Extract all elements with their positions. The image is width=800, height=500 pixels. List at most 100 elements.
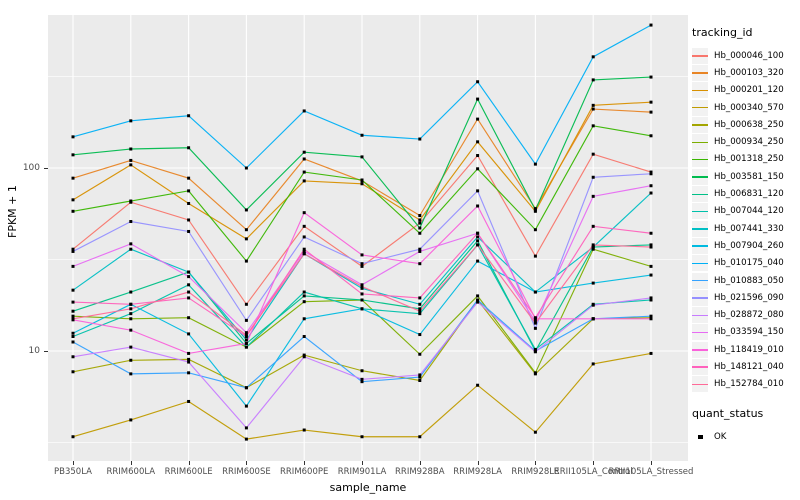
data-point-marker[interactable] <box>649 296 653 300</box>
legend-item-Hb_006831_120[interactable]: Hb_006831_120 <box>692 185 800 203</box>
data-point-marker[interactable] <box>244 331 248 335</box>
data-point-marker[interactable] <box>360 264 364 268</box>
data-point-marker[interactable] <box>302 247 306 251</box>
data-point-marker[interactable] <box>244 338 248 342</box>
data-point-marker[interactable] <box>129 345 133 349</box>
legend-item-Hb_010883_050[interactable]: Hb_010883_050 <box>692 272 800 289</box>
data-point-marker[interactable] <box>476 231 480 235</box>
data-point-marker[interactable] <box>302 179 306 183</box>
data-point-marker[interactable] <box>360 307 364 311</box>
data-point-marker[interactable] <box>129 247 133 251</box>
data-point-marker[interactable] <box>533 430 537 434</box>
data-point-marker[interactable] <box>244 386 248 390</box>
data-point-marker[interactable] <box>187 229 191 233</box>
data-point-marker[interactable] <box>129 372 133 376</box>
data-point-marker[interactable] <box>476 239 480 243</box>
data-point-marker[interactable] <box>187 316 191 320</box>
data-point-marker[interactable] <box>591 175 595 179</box>
data-point-marker[interactable] <box>533 316 537 320</box>
data-point-marker[interactable] <box>418 435 422 439</box>
data-point-marker[interactable] <box>476 300 480 304</box>
data-point-marker[interactable] <box>302 249 306 253</box>
data-point-marker[interactable] <box>360 435 364 439</box>
data-point-marker[interactable] <box>302 252 306 256</box>
data-point-marker[interactable] <box>591 303 595 307</box>
data-point-marker[interactable] <box>302 235 306 239</box>
data-point-marker[interactable] <box>244 404 248 408</box>
data-point-marker[interactable] <box>360 380 364 384</box>
data-point-marker[interactable] <box>476 189 480 193</box>
data-point-marker[interactable] <box>71 355 75 359</box>
data-point-marker[interactable] <box>418 309 422 313</box>
data-point-marker[interactable] <box>71 153 75 157</box>
data-point-marker[interactable] <box>418 231 422 235</box>
legend-item-Hb_007904_260[interactable]: Hb_007904_260 <box>692 237 800 254</box>
data-point-marker[interactable] <box>187 201 191 205</box>
data-point-marker[interactable] <box>187 296 191 300</box>
data-point-marker[interactable] <box>187 189 191 193</box>
data-point-marker[interactable] <box>533 290 537 294</box>
data-point-marker[interactable] <box>591 194 595 198</box>
data-point-marker[interactable] <box>360 292 364 296</box>
legend-item-Hb_000934_250[interactable]: Hb_000934_250 <box>692 133 800 151</box>
legend-item-Hb_007044_120[interactable]: Hb_007044_120 <box>692 203 800 220</box>
data-point-marker[interactable] <box>591 362 595 366</box>
data-point-marker[interactable] <box>187 283 191 287</box>
data-point-marker[interactable] <box>418 333 422 337</box>
data-point-marker[interactable] <box>71 317 75 321</box>
data-point-marker[interactable] <box>302 317 306 321</box>
data-point-marker[interactable] <box>129 418 133 422</box>
data-point-marker[interactable] <box>533 162 537 166</box>
data-point-marker[interactable] <box>244 333 248 337</box>
data-point-marker[interactable] <box>649 298 653 302</box>
data-point-marker[interactable] <box>418 214 422 218</box>
data-point-marker[interactable] <box>187 351 191 355</box>
data-point-marker[interactable] <box>71 335 75 339</box>
data-point-marker[interactable] <box>71 288 75 292</box>
data-point-marker[interactable] <box>649 100 653 104</box>
data-point-marker[interactable] <box>302 157 306 161</box>
data-point-marker[interactable] <box>418 249 422 253</box>
data-point-marker[interactable] <box>533 350 537 354</box>
data-point-marker[interactable] <box>418 296 422 300</box>
data-point-marker[interactable] <box>360 286 364 290</box>
data-point-marker[interactable] <box>187 357 191 361</box>
data-point-marker[interactable] <box>649 134 653 138</box>
legend-item-Hb_000340_570[interactable]: Hb_000340_570 <box>692 99 800 116</box>
data-point-marker[interactable] <box>533 371 537 375</box>
data-point-marker[interactable] <box>244 341 248 345</box>
data-point-marker[interactable] <box>418 247 422 251</box>
data-point-marker[interactable] <box>649 243 653 247</box>
legend-item-Hb_148121_040[interactable]: Hb_148121_040 <box>692 358 800 375</box>
data-point-marker[interactable] <box>129 302 133 306</box>
data-point-marker[interactable] <box>418 307 422 311</box>
data-point-marker[interactable] <box>476 97 480 101</box>
legend-item-quant-OK[interactable]: OK <box>692 428 800 445</box>
data-point-marker[interactable] <box>418 226 422 230</box>
data-point-marker[interactable] <box>360 262 364 266</box>
data-point-marker[interactable] <box>591 317 595 321</box>
data-point-marker[interactable] <box>302 290 306 294</box>
data-point-marker[interactable] <box>418 373 422 377</box>
data-point-marker[interactable] <box>649 75 653 79</box>
data-point-marker[interactable] <box>129 317 133 321</box>
data-point-marker[interactable] <box>244 208 248 212</box>
data-point-marker[interactable] <box>476 167 480 171</box>
data-point-marker[interactable] <box>71 176 75 180</box>
data-point-marker[interactable] <box>302 211 306 215</box>
legend-item-Hb_003581_150[interactable]: Hb_003581_150 <box>692 168 800 185</box>
data-point-marker[interactable] <box>71 198 75 202</box>
legend-item-Hb_021596_090[interactable]: Hb_021596_090 <box>692 289 800 306</box>
data-point-marker[interactable] <box>649 23 653 27</box>
data-point-marker[interactable] <box>418 218 422 222</box>
data-point-marker[interactable] <box>360 253 364 257</box>
data-point-marker[interactable] <box>360 369 364 373</box>
data-point-marker[interactable] <box>476 383 480 387</box>
legend-item-Hb_007441_330[interactable]: Hb_007441_330 <box>692 220 800 237</box>
data-point-marker[interactable] <box>129 119 133 123</box>
data-point-marker[interactable] <box>476 204 480 208</box>
data-point-marker[interactable] <box>418 312 422 316</box>
data-point-marker[interactable] <box>129 290 133 294</box>
data-point-marker[interactable] <box>649 245 653 249</box>
data-point-marker[interactable] <box>129 220 133 224</box>
